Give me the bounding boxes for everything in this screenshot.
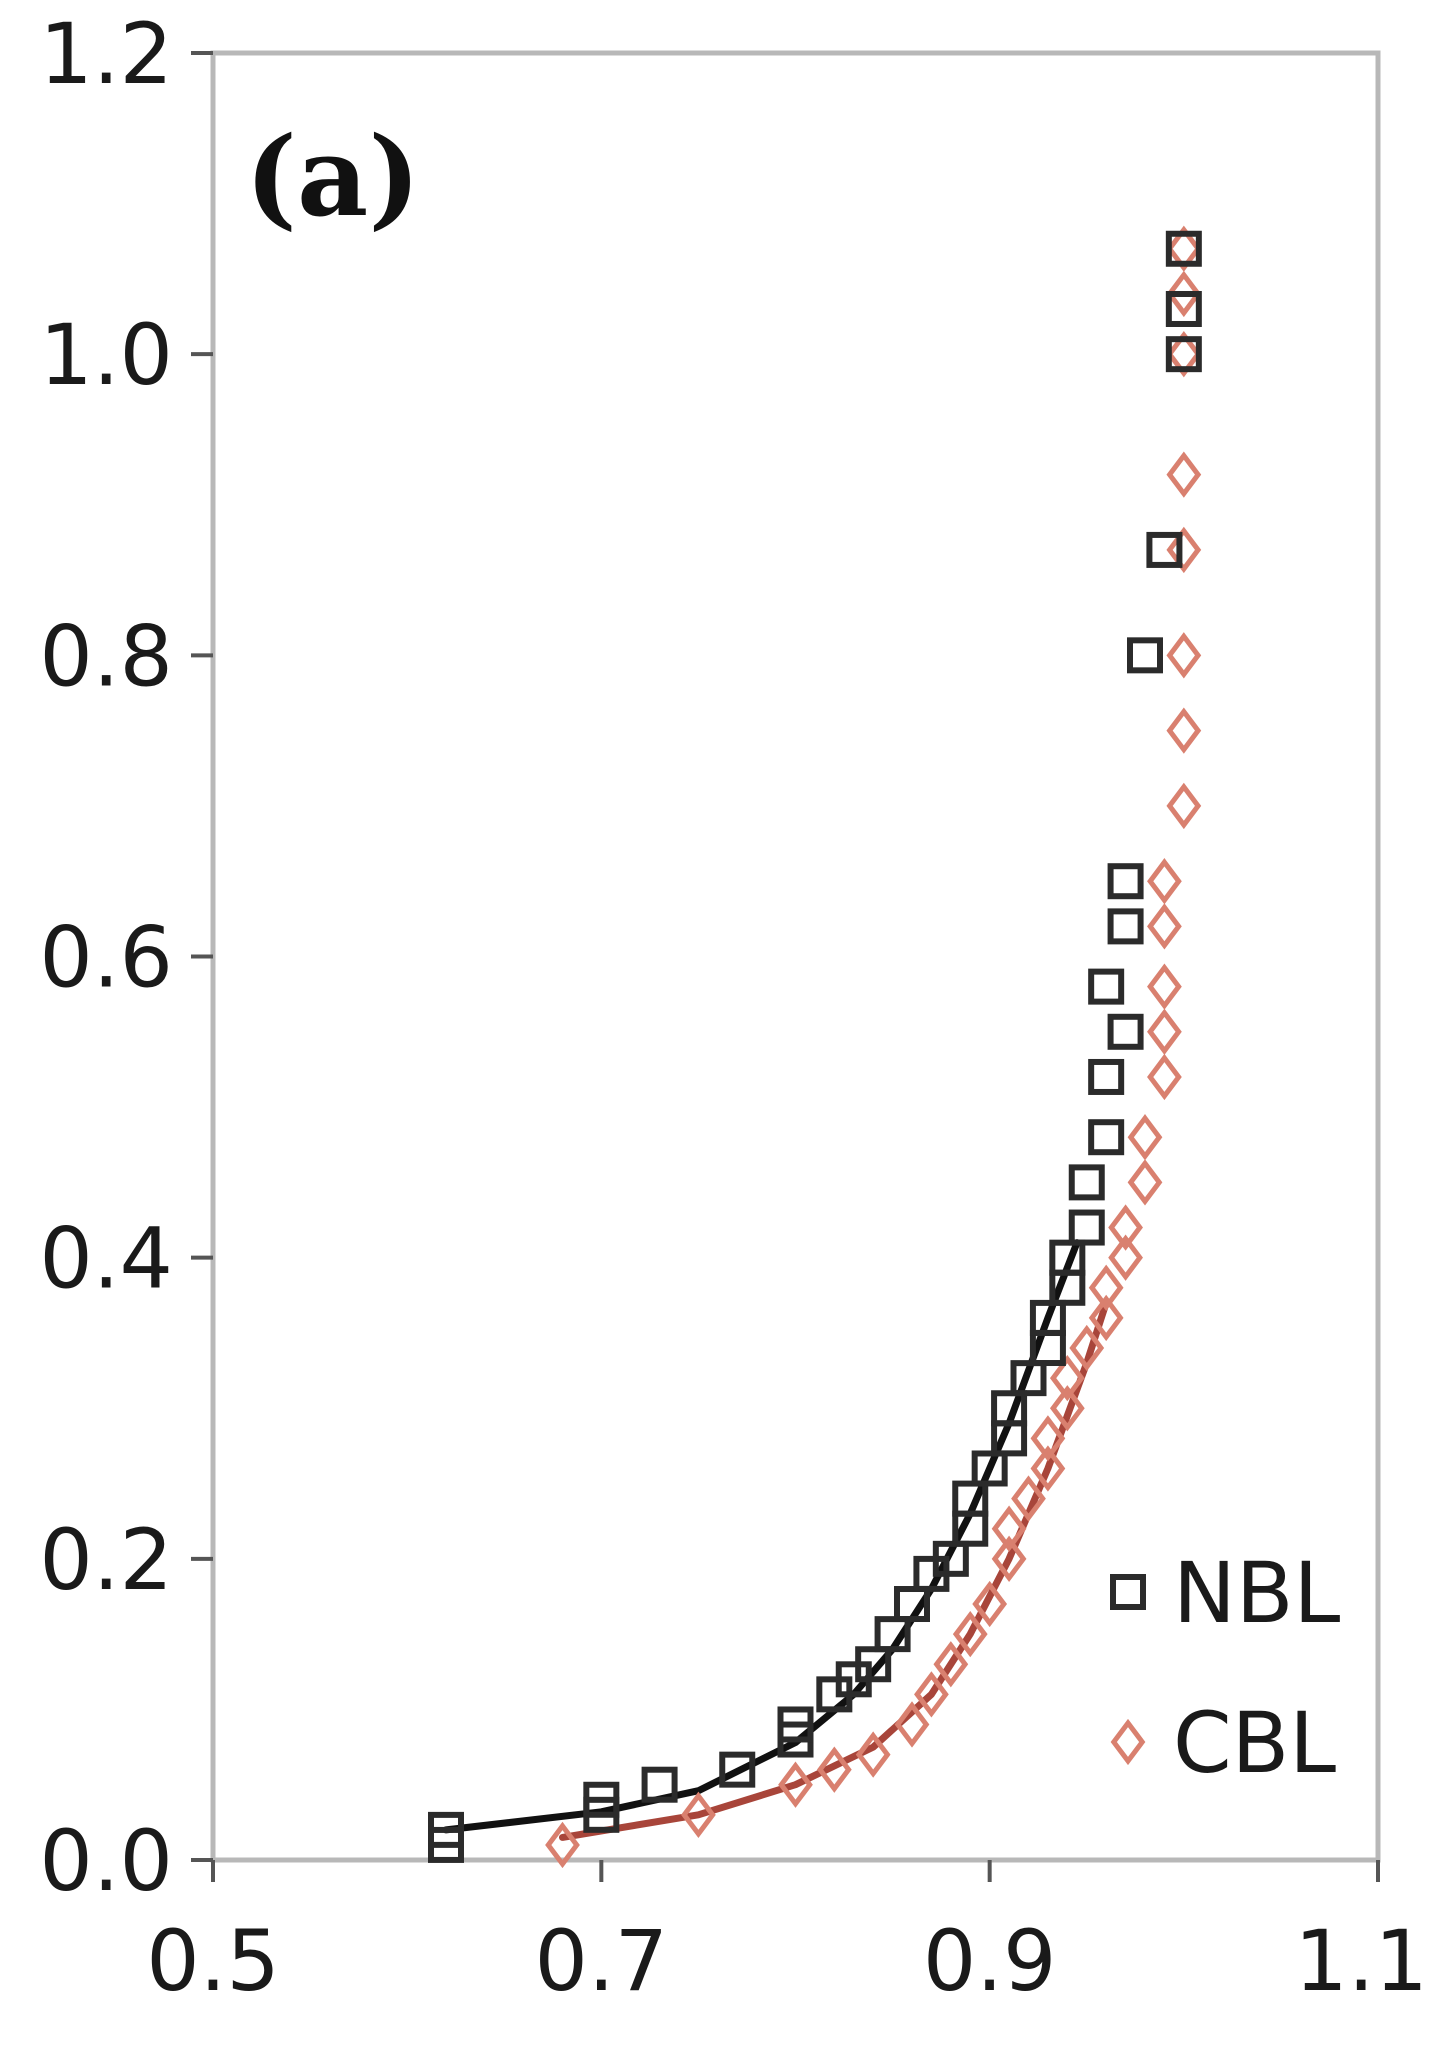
data-point-cbl	[1088, 1294, 1124, 1342]
data-point-nbl	[1107, 1013, 1144, 1050]
data-point-cbl	[545, 1821, 580, 1869]
data-point-nbl	[971, 1450, 1008, 1487]
data-point-nbl	[1088, 1058, 1125, 1095]
data-point-cbl	[1108, 1234, 1143, 1281]
legend-label-nbl: NBL	[1173, 1544, 1340, 1642]
data-point-cbl	[1108, 1204, 1143, 1251]
data-point-cbl	[1127, 1114, 1163, 1161]
data-point-cbl	[972, 1580, 1008, 1628]
data-point-cbl	[1147, 963, 1182, 1010]
panel-label: (a)	[245, 112, 420, 241]
data-point-cbl	[1069, 1324, 1105, 1372]
data-point-nbl	[1165, 230, 1202, 267]
data-point-nbl	[1127, 637, 1163, 674]
legend-marker-nbl	[1110, 1574, 1146, 1610]
data-point-nbl	[1146, 531, 1183, 568]
data-point-nbl	[1049, 1239, 1086, 1276]
x-tick-label: 0.5	[146, 1912, 280, 2010]
data-point-cbl	[1147, 858, 1182, 905]
data-point-cbl	[1049, 1385, 1085, 1432]
data-point-nbl	[874, 1616, 911, 1653]
data-point-cbl	[1166, 632, 1202, 679]
data-point-cbl	[1166, 270, 1202, 318]
data-point-nbl	[428, 1826, 464, 1863]
data-point-cbl	[914, 1671, 949, 1718]
data-point-cbl	[1030, 1415, 1066, 1462]
data-point-nbl	[1165, 336, 1202, 373]
y-axis: 0.0 0.2 0.4 0.6 0.8 1.0 1.2	[39, 5, 213, 1910]
fit-curve-cbl	[559, 1299, 1110, 1841]
data-point-nbl	[1010, 1360, 1047, 1397]
x-axis: 0.5 0.7 0.9 1.1	[146, 1860, 1428, 2010]
legend-label-cbl: CBL	[1173, 1694, 1336, 1792]
y-tick-label: 1.2	[39, 5, 173, 103]
data-point-cbl	[1166, 451, 1202, 498]
y-tick-label: 0.2	[39, 1511, 173, 1609]
data-point-nbl	[1068, 1209, 1105, 1246]
data-point-cbl	[933, 1641, 969, 1688]
data-point-cbl	[1030, 1445, 1066, 1492]
data-point-nbl	[719, 1751, 756, 1788]
data-point-nbl	[1107, 908, 1144, 945]
data-point-nbl	[952, 1480, 989, 1517]
data-point-cbl	[991, 1535, 1027, 1583]
data-point-nbl	[641, 1766, 678, 1803]
data-point-cbl	[1011, 1475, 1046, 1522]
data-point-cbl	[1147, 1008, 1182, 1055]
data-point-cbl	[1166, 707, 1202, 754]
data-point-cbl	[681, 1791, 716, 1838]
data-point-nbl	[991, 1390, 1028, 1427]
data-point-cbl	[1166, 782, 1202, 830]
data-point-cbl	[1127, 1159, 1163, 1206]
data-point-cbl	[816, 1746, 852, 1793]
data-point-nbl	[1165, 290, 1202, 327]
data-point-nbl	[1107, 863, 1144, 900]
data-points	[428, 225, 1202, 1869]
data-point-cbl	[1166, 330, 1202, 378]
x-tick-label: 1.1	[1294, 1912, 1428, 2010]
data-point-nbl	[1029, 1299, 1066, 1336]
legend: NBL CBL	[1110, 1544, 1340, 1792]
data-point-cbl	[1049, 1354, 1085, 1402]
data-point-cbl	[1147, 1053, 1182, 1101]
x-tick-label: 0.7	[535, 1912, 669, 2010]
data-point-nbl	[855, 1646, 892, 1683]
y-tick-label: 0.0	[39, 1812, 173, 1910]
legend-marker-cbl	[1110, 1718, 1146, 1766]
data-point-nbl	[894, 1586, 930, 1623]
data-point-cbl	[894, 1701, 930, 1748]
y-tick-label: 1.0	[39, 306, 173, 404]
y-tick-label: 0.4	[39, 1210, 173, 1308]
data-point-nbl	[1088, 968, 1125, 1005]
data-point-cbl	[1088, 1264, 1124, 1311]
y-tick-label: 0.6	[39, 909, 173, 1007]
data-point-cbl	[952, 1610, 988, 1658]
y-tick-label: 0.8	[39, 607, 173, 705]
data-point-nbl	[777, 1706, 814, 1743]
data-point-nbl	[932, 1540, 969, 1577]
data-point-cbl	[1147, 903, 1182, 950]
data-point-cbl	[778, 1761, 813, 1808]
data-point-cbl	[1166, 526, 1202, 574]
data-point-cbl	[855, 1731, 891, 1778]
data-point-nbl	[1068, 1164, 1105, 1201]
data-point-cbl	[991, 1505, 1027, 1552]
data-point-cbl	[1166, 225, 1202, 272]
data-point-nbl	[583, 1796, 620, 1833]
data-point-nbl	[1088, 1119, 1125, 1156]
x-tick-label: 0.9	[923, 1912, 1057, 2010]
